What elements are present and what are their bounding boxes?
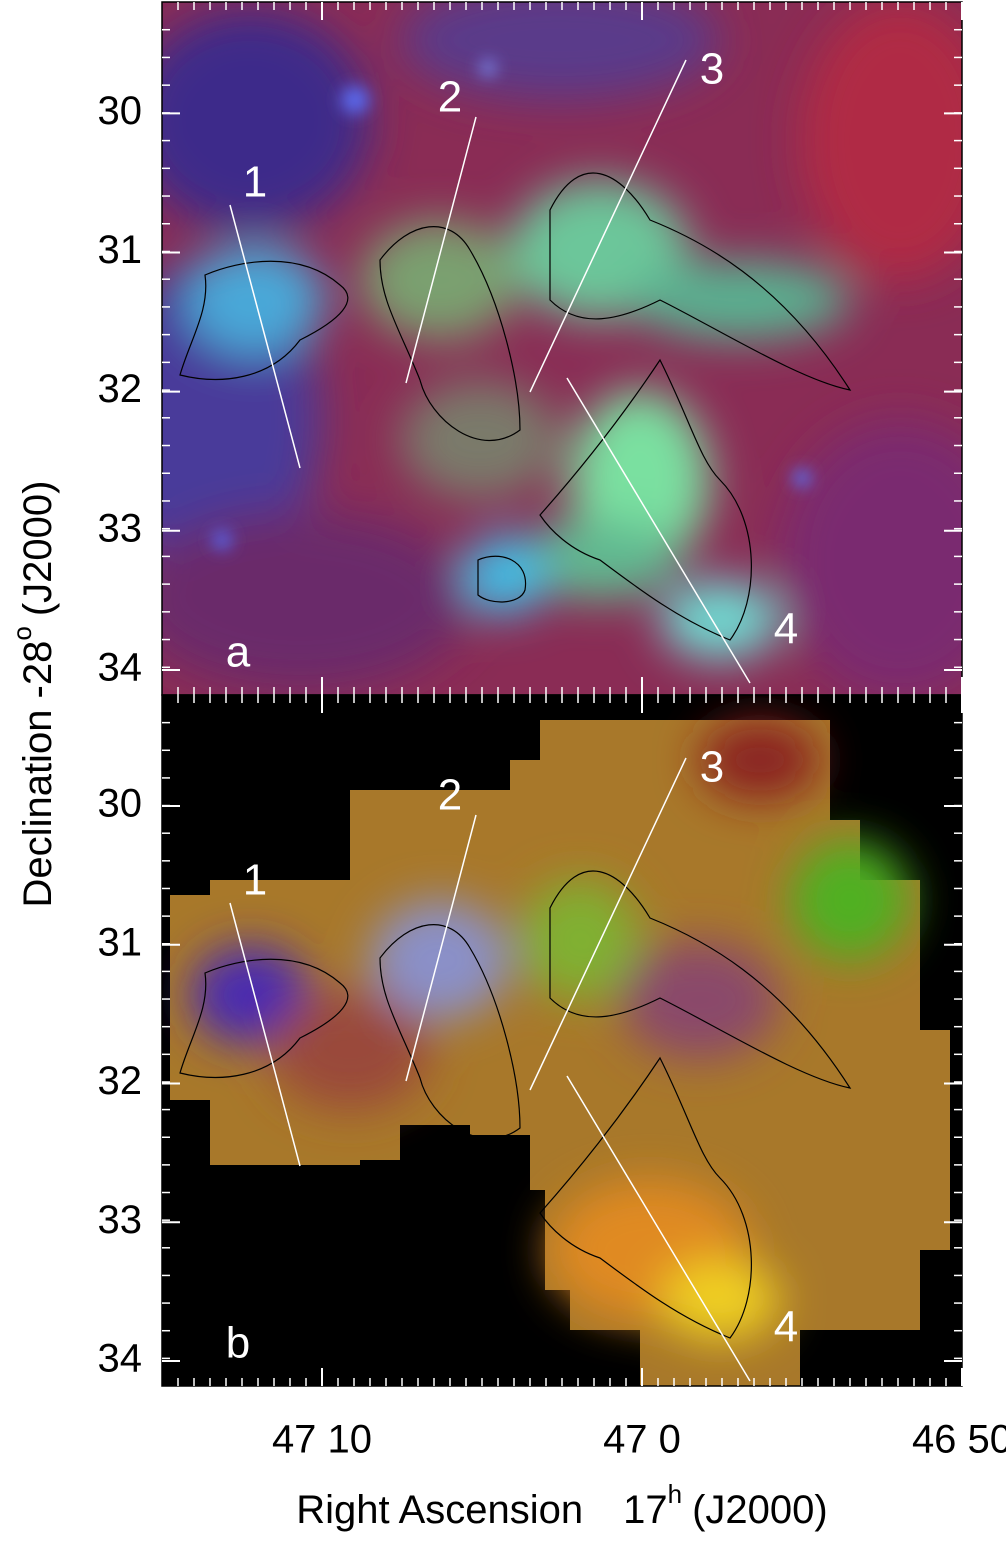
x-label-unit: (J2000) <box>692 1488 828 1532</box>
panel-label: a <box>226 628 251 677</box>
y-label-sup: o <box>7 626 37 640</box>
cut-label: 4 <box>774 605 798 654</box>
cut-label: 3 <box>700 743 724 792</box>
y-tick-label: 31 <box>98 920 143 964</box>
y-axis-label: Declination -28o (J2000) <box>7 481 60 908</box>
y-tick-label: 32 <box>98 1059 143 1103</box>
panel-label: b <box>226 1319 250 1368</box>
y-label-text: Declination -28 <box>16 641 60 908</box>
y-tick-label: 34 <box>98 1337 143 1381</box>
x-axis-label: Right Ascension 17h (J2000) <box>296 1479 827 1532</box>
y-tick-label: 30 <box>98 89 143 133</box>
contours <box>179 172 852 1339</box>
cut-label: 1 <box>243 856 267 905</box>
cut-label: 2 <box>438 771 462 820</box>
y-tick-label: 34 <box>98 646 143 690</box>
cut-lines <box>229 59 751 1382</box>
y-tick-label: 31 <box>98 228 143 272</box>
x-label-text: Right Ascension <box>296 1488 583 1532</box>
x-tick-label: 47 0 <box>603 1418 681 1462</box>
x-tick-label: 47 10 <box>272 1418 372 1462</box>
cut-label: 3 <box>700 45 724 94</box>
cut-label: 2 <box>438 73 462 122</box>
y-tick-label: 33 <box>98 506 143 550</box>
y-label-unit: (J2000) <box>16 481 60 617</box>
panel-b-image <box>162 695 962 1386</box>
x-tick-label: 46 50 <box>912 1418 1006 1462</box>
cut-label: 4 <box>774 1303 798 1352</box>
y-tick-label: 33 <box>98 1198 143 1242</box>
y-tick-label: 32 <box>98 367 143 411</box>
panel-a-image <box>162 2 962 695</box>
cut-label: 1 <box>243 158 267 207</box>
x-label-hours: 17 <box>623 1488 668 1532</box>
y-tick-label: 30 <box>98 782 143 826</box>
x-label-sup: h <box>668 1479 682 1509</box>
